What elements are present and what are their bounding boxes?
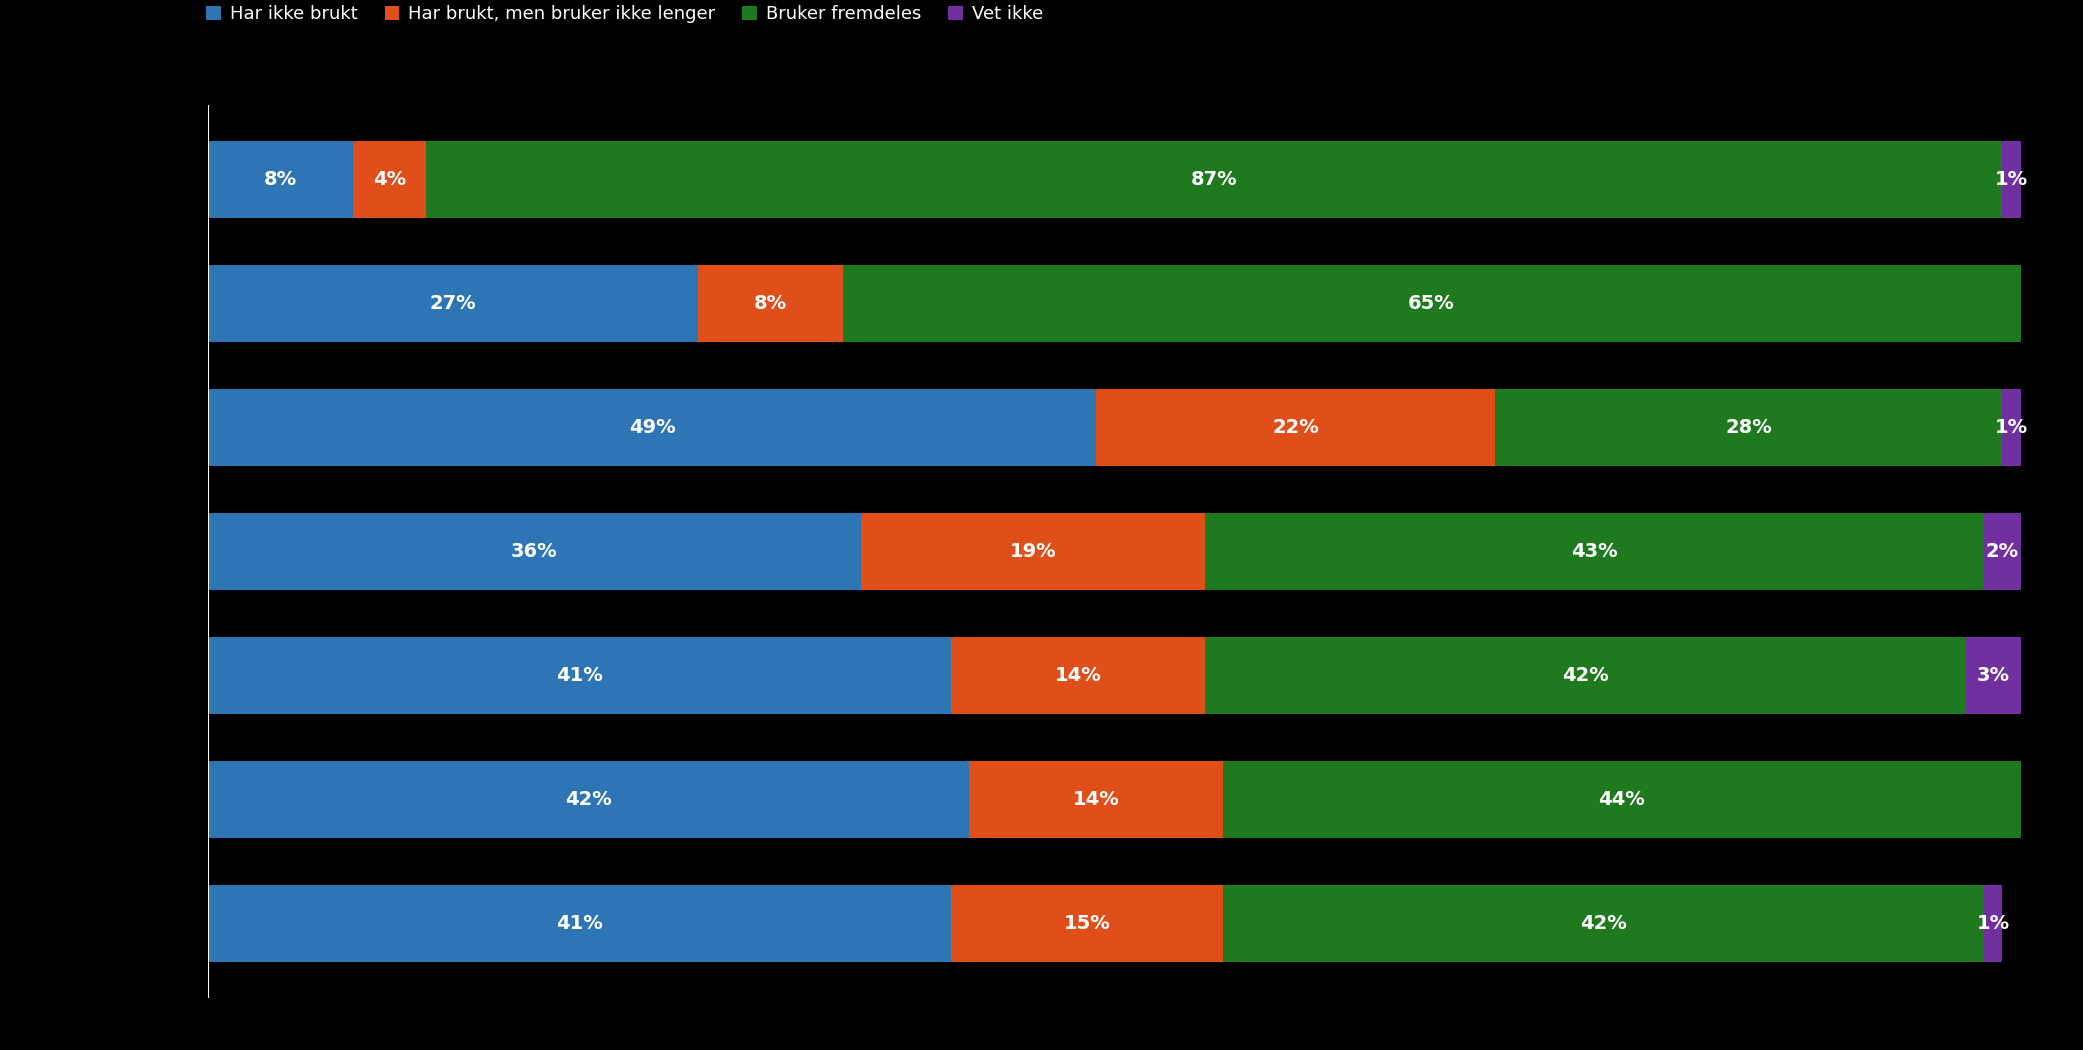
- Bar: [952, 885, 1223, 962]
- Bar: [969, 761, 1223, 838]
- Text: 14%: 14%: [1073, 790, 1121, 808]
- Bar: [208, 512, 860, 590]
- Bar: [1204, 512, 1985, 590]
- Text: 43%: 43%: [1571, 542, 1618, 561]
- Bar: [1223, 885, 1985, 962]
- Text: 19%: 19%: [1010, 542, 1056, 561]
- Bar: [1096, 388, 1496, 466]
- Bar: [1985, 885, 2002, 962]
- Text: 1%: 1%: [1977, 914, 2010, 932]
- Text: 22%: 22%: [1273, 418, 1319, 437]
- Bar: [2002, 141, 2021, 217]
- Text: 15%: 15%: [1064, 914, 1110, 932]
- Text: 14%: 14%: [1054, 666, 1102, 685]
- Bar: [1204, 636, 1966, 714]
- Text: 8%: 8%: [754, 294, 787, 313]
- Text: 4%: 4%: [373, 170, 406, 189]
- Bar: [354, 141, 425, 217]
- Bar: [2002, 388, 2021, 466]
- Text: 1%: 1%: [1996, 418, 2029, 437]
- Text: 87%: 87%: [1191, 170, 1237, 189]
- Bar: [208, 388, 1096, 466]
- Legend: Har ikke brukt, Har brukt, men bruker ikke lenger, Bruker fremdeles, Vet ikke: Har ikke brukt, Har brukt, men bruker ik…: [200, 0, 1050, 30]
- Bar: [842, 265, 2021, 341]
- Bar: [952, 636, 1204, 714]
- Text: 41%: 41%: [556, 914, 604, 932]
- Text: 8%: 8%: [265, 170, 298, 189]
- Bar: [860, 512, 1204, 590]
- Text: 42%: 42%: [564, 790, 612, 808]
- Bar: [1985, 512, 2021, 590]
- Bar: [1966, 636, 2021, 714]
- Text: 65%: 65%: [1408, 294, 1454, 313]
- Bar: [208, 761, 969, 838]
- Text: 42%: 42%: [1562, 666, 1608, 685]
- Text: 27%: 27%: [429, 294, 477, 313]
- Bar: [1496, 388, 2002, 466]
- Text: 36%: 36%: [510, 542, 558, 561]
- Bar: [1223, 761, 2021, 838]
- Text: 44%: 44%: [1598, 790, 1646, 808]
- Bar: [208, 636, 952, 714]
- Text: 1%: 1%: [1996, 170, 2029, 189]
- Bar: [698, 265, 842, 341]
- Bar: [208, 265, 698, 341]
- Bar: [425, 141, 2002, 217]
- Text: 42%: 42%: [1581, 914, 1627, 932]
- Bar: [208, 141, 354, 217]
- Bar: [208, 885, 952, 962]
- Text: 2%: 2%: [1985, 542, 2018, 561]
- Text: 3%: 3%: [1977, 666, 2010, 685]
- Text: 49%: 49%: [629, 418, 675, 437]
- Text: 28%: 28%: [1725, 418, 1773, 437]
- Text: 41%: 41%: [556, 666, 604, 685]
